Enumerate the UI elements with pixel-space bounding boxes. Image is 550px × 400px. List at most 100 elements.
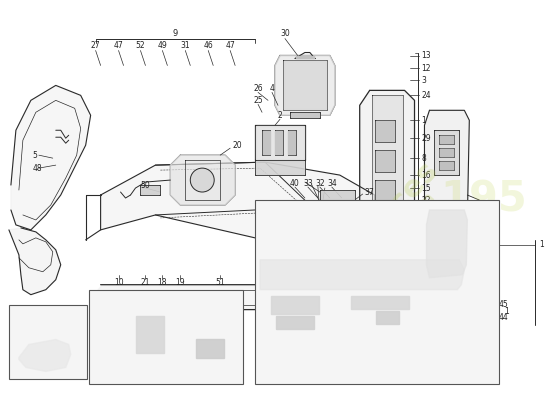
Polygon shape bbox=[376, 121, 394, 141]
Text: 10: 10 bbox=[114, 278, 123, 287]
Polygon shape bbox=[426, 210, 468, 278]
Text: 9: 9 bbox=[173, 29, 178, 38]
Polygon shape bbox=[260, 260, 464, 290]
Text: 2: 2 bbox=[278, 111, 282, 120]
Text: 3: 3 bbox=[421, 76, 426, 85]
Text: 47: 47 bbox=[360, 225, 370, 234]
Bar bbox=[9, 305, 87, 379]
Polygon shape bbox=[284, 62, 326, 109]
Bar bbox=[255, 200, 499, 384]
Polygon shape bbox=[316, 241, 359, 264]
Text: 14: 14 bbox=[174, 304, 183, 310]
Text: 7: 7 bbox=[256, 278, 261, 287]
Text: 36: 36 bbox=[278, 336, 287, 342]
Polygon shape bbox=[170, 155, 235, 205]
Polygon shape bbox=[360, 90, 415, 250]
Polygon shape bbox=[196, 338, 224, 358]
Polygon shape bbox=[321, 191, 354, 199]
Text: 43: 43 bbox=[348, 270, 358, 279]
Text: 16: 16 bbox=[421, 170, 431, 180]
Polygon shape bbox=[19, 340, 71, 372]
Text: 5: 5 bbox=[33, 151, 38, 160]
Text: 25: 25 bbox=[253, 96, 263, 105]
Text: www.williamces.com: www.williamces.com bbox=[309, 189, 438, 331]
Polygon shape bbox=[376, 151, 394, 171]
Polygon shape bbox=[136, 316, 164, 354]
Text: 40: 40 bbox=[290, 178, 300, 188]
Text: 51: 51 bbox=[216, 278, 225, 287]
Text: 29: 29 bbox=[421, 134, 431, 143]
Text: 17: 17 bbox=[421, 220, 431, 230]
Text: 47: 47 bbox=[114, 41, 123, 50]
Polygon shape bbox=[275, 56, 335, 115]
Polygon shape bbox=[376, 311, 399, 324]
Polygon shape bbox=[256, 126, 304, 159]
Text: Soluzione superata: Soluzione superata bbox=[129, 371, 196, 378]
Text: 42: 42 bbox=[368, 237, 377, 246]
Text: 31: 31 bbox=[180, 41, 190, 50]
Text: 46: 46 bbox=[360, 200, 370, 210]
Text: 33: 33 bbox=[303, 178, 313, 188]
Text: 13: 13 bbox=[421, 51, 431, 60]
Text: 4: 4 bbox=[270, 84, 274, 93]
Polygon shape bbox=[11, 85, 91, 230]
Polygon shape bbox=[321, 217, 354, 225]
Polygon shape bbox=[321, 230, 354, 238]
Polygon shape bbox=[9, 228, 60, 295]
Text: 11: 11 bbox=[121, 305, 130, 311]
Polygon shape bbox=[296, 56, 314, 58]
Polygon shape bbox=[256, 161, 304, 174]
Text: williamces: williamces bbox=[303, 156, 444, 308]
Polygon shape bbox=[351, 296, 409, 309]
Text: 37: 37 bbox=[365, 188, 375, 196]
Text: 26: 26 bbox=[253, 84, 263, 93]
Text: 44: 44 bbox=[498, 313, 508, 322]
Polygon shape bbox=[288, 131, 295, 154]
Text: 12: 12 bbox=[421, 64, 431, 73]
Text: 30: 30 bbox=[280, 29, 290, 38]
Polygon shape bbox=[356, 246, 419, 269]
Text: 38: 38 bbox=[352, 250, 361, 259]
Polygon shape bbox=[276, 316, 314, 328]
Text: Not for DCT gearbox: Not for DCT gearbox bbox=[339, 379, 411, 386]
Text: 31: 31 bbox=[355, 214, 364, 222]
Text: 46: 46 bbox=[204, 41, 213, 50]
Text: 28: 28 bbox=[9, 327, 19, 336]
Text: 50: 50 bbox=[141, 180, 150, 190]
Polygon shape bbox=[425, 110, 469, 240]
Polygon shape bbox=[291, 113, 319, 117]
Polygon shape bbox=[92, 286, 383, 309]
Bar bbox=[89, 290, 243, 384]
Polygon shape bbox=[271, 296, 319, 314]
Text: 19: 19 bbox=[175, 278, 185, 287]
Text: 47: 47 bbox=[226, 41, 235, 50]
Polygon shape bbox=[262, 131, 270, 154]
Text: 27: 27 bbox=[91, 41, 101, 50]
Polygon shape bbox=[436, 131, 458, 174]
Text: 1: 1 bbox=[539, 240, 544, 249]
Text: 32: 32 bbox=[315, 178, 324, 188]
Text: No per cambio DCT: No per cambio DCT bbox=[340, 371, 409, 377]
Text: Old solution: Old solution bbox=[141, 378, 184, 384]
Polygon shape bbox=[441, 136, 453, 143]
Polygon shape bbox=[376, 181, 394, 201]
Polygon shape bbox=[276, 131, 283, 154]
Text: 15: 15 bbox=[421, 184, 431, 192]
Text: 45: 45 bbox=[498, 300, 508, 309]
Text: 49: 49 bbox=[157, 41, 167, 50]
Polygon shape bbox=[321, 204, 354, 212]
Text: 24: 24 bbox=[421, 91, 431, 100]
Text: 21: 21 bbox=[141, 278, 150, 287]
Polygon shape bbox=[141, 186, 159, 194]
Text: 23: 23 bbox=[421, 208, 431, 216]
Polygon shape bbox=[373, 96, 402, 244]
Text: 195: 195 bbox=[440, 179, 527, 221]
Text: 33: 33 bbox=[355, 237, 365, 246]
Text: 35: 35 bbox=[377, 291, 386, 297]
Text: 41: 41 bbox=[372, 250, 381, 259]
Text: 1: 1 bbox=[504, 307, 509, 316]
Circle shape bbox=[190, 168, 214, 192]
Polygon shape bbox=[441, 149, 453, 156]
Text: 6: 6 bbox=[276, 278, 280, 287]
Text: 20: 20 bbox=[158, 293, 167, 299]
